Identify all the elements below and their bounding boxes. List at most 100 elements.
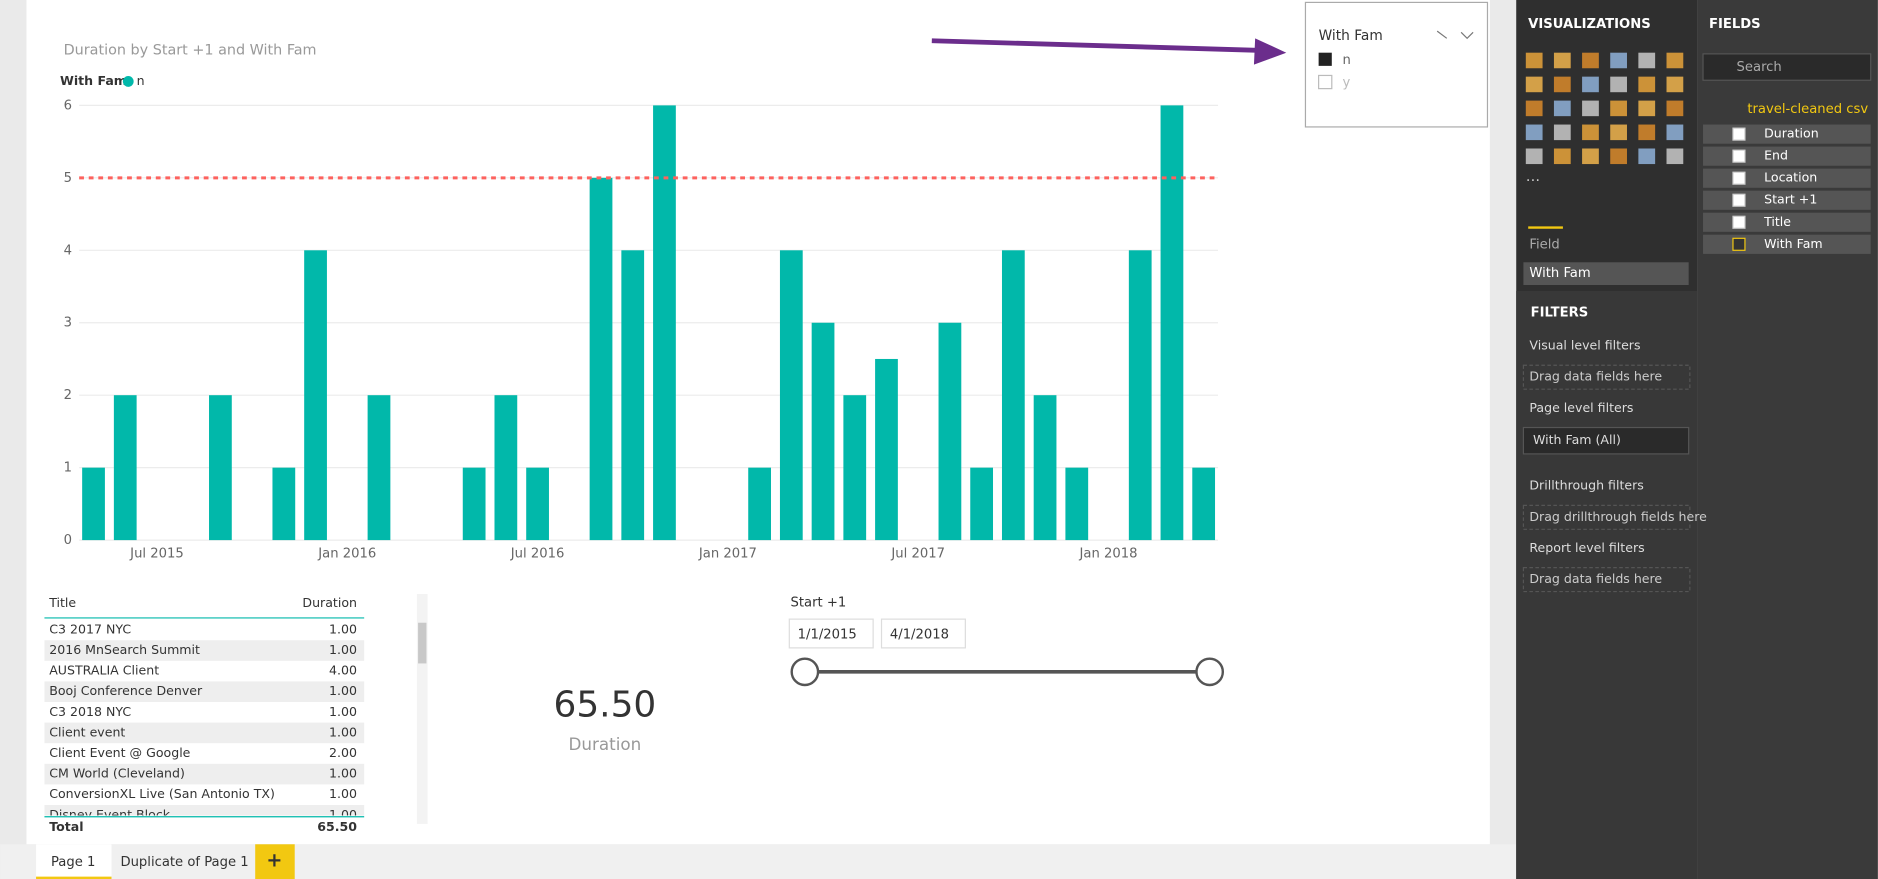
scroll-thumb[interactable] (418, 622, 427, 664)
search-box[interactable] (1702, 53, 1872, 81)
range-handle[interactable] (790, 657, 820, 687)
cell: Disney Event Block (49, 807, 171, 822)
field-well[interactable] (1523, 262, 1689, 286)
fields-pane (1697, 0, 1878, 879)
viz-icon[interactable] (1582, 100, 1599, 117)
field-name[interactable]: Duration (1764, 126, 1819, 141)
scrollbar[interactable] (416, 593, 428, 824)
add-tab-label[interactable]: + (266, 849, 282, 872)
bar (875, 358, 898, 541)
y-tick-label: 0 (64, 533, 72, 548)
tab[interactable] (36, 844, 112, 879)
viz-icon[interactable] (1525, 52, 1543, 69)
viz-icon[interactable] (1638, 148, 1656, 165)
viz-icon[interactable] (1525, 76, 1543, 93)
cell: 1.00 (329, 704, 357, 719)
filter-text: Drillthrough filters (1529, 478, 1643, 493)
field-checkbox[interactable] (1732, 171, 1746, 185)
arrow (931, 38, 1258, 53)
viz-icon[interactable] (1582, 52, 1599, 69)
viz-icon[interactable] (1666, 76, 1684, 93)
bar (748, 467, 771, 541)
filters-pane (1516, 291, 1698, 879)
field-checkbox[interactable] (1732, 149, 1746, 163)
slicer-item[interactable]: n (1343, 53, 1351, 68)
card-value: 65.50 (553, 685, 656, 726)
viz-icon[interactable] (1553, 100, 1571, 117)
viz-icon[interactable] (1610, 148, 1627, 165)
viz-icon[interactable] (1638, 124, 1656, 141)
viz-icon[interactable] (1610, 76, 1627, 93)
bar (779, 250, 803, 541)
pane-title: FIELDS (1709, 17, 1761, 32)
viz-icon[interactable] (1582, 148, 1599, 165)
filter-text[interactable]: With Fam (All) (1533, 432, 1621, 447)
field-checkbox[interactable] (1732, 193, 1746, 207)
viz-icon[interactable] (1553, 148, 1571, 165)
tab-label[interactable]: Page 1 (51, 855, 95, 870)
viz-icon[interactable] (1638, 76, 1656, 93)
bar (843, 395, 867, 541)
viz-icon[interactable] (1666, 124, 1684, 141)
bar (1065, 467, 1089, 541)
cell: CM World (Cleveland) (49, 766, 185, 781)
viz-icon[interactable] (1666, 100, 1684, 117)
viz-icon[interactable] (1638, 52, 1656, 69)
field-checkbox[interactable] (1732, 127, 1746, 141)
bar (589, 177, 613, 541)
slicer-check[interactable] (1318, 52, 1332, 66)
field-name[interactable]: Title (1763, 214, 1791, 229)
viz-icon[interactable] (1638, 100, 1656, 117)
viz-icon[interactable] (1666, 52, 1684, 69)
field-checkbox[interactable] (1732, 237, 1746, 251)
range-handle[interactable] (1195, 657, 1225, 687)
viz-icon[interactable] (1525, 100, 1543, 117)
field-name[interactable]: Start +1 (1764, 192, 1817, 207)
filter-text[interactable]: Drag data fields here (1529, 369, 1662, 384)
viz-icon[interactable] (1525, 124, 1543, 141)
y-tick-label: 5 (64, 171, 72, 186)
cell: 2016 MnSearch Summit (49, 642, 200, 657)
add-tab[interactable] (255, 844, 295, 879)
viz-icon[interactable] (1610, 52, 1627, 69)
tab-label[interactable]: Duplicate of Page 1 (120, 855, 248, 870)
slicer-icons[interactable] (1436, 30, 1474, 40)
slicer-frame[interactable] (1304, 1, 1489, 128)
viz-icon[interactable] (1553, 52, 1571, 69)
slicer-check[interactable] (1318, 74, 1333, 90)
date-end[interactable]: 4/1/2018 (890, 628, 949, 643)
viz-icon[interactable] (1553, 76, 1571, 93)
bar (1001, 250, 1025, 541)
viz-icon[interactable] (1553, 124, 1571, 141)
field-name[interactable]: With Fam (1764, 236, 1823, 251)
drop-zone (1522, 567, 1691, 593)
date-slicer-title: Start +1 (791, 595, 847, 610)
field-name[interactable]: Location (1764, 170, 1817, 185)
date-start[interactable]: 1/1/2015 (798, 628, 857, 643)
viz-icon[interactable] (1610, 124, 1627, 141)
viz-icon[interactable] (1582, 76, 1599, 93)
field-name[interactable]: End (1764, 148, 1788, 163)
viz-icon[interactable] (1610, 100, 1627, 117)
table-name[interactable]: travel-cleaned csv (1747, 102, 1868, 117)
date-input[interactable] (788, 618, 874, 649)
viz-icon[interactable] (1582, 124, 1599, 141)
viz-icon[interactable] (1525, 148, 1543, 165)
cell: C3 2017 NYC (49, 621, 131, 636)
filter-text[interactable]: Drag data fields here (1529, 571, 1662, 586)
x-tick-label: Jul 2016 (510, 546, 565, 561)
filter-text[interactable]: Drag drillthrough fields here (1529, 509, 1707, 524)
x-tick-label: Jan 2017 (698, 546, 757, 561)
viz-icon[interactable] (1666, 148, 1684, 165)
bar (1128, 250, 1152, 541)
search-placeholder[interactable]: Search (1737, 60, 1782, 75)
field-well-value[interactable]: With Fam (1529, 266, 1590, 281)
bar (113, 395, 137, 541)
date-input[interactable] (880, 618, 966, 649)
bar (494, 395, 518, 541)
card-label: Duration (569, 734, 642, 754)
field-checkbox[interactable] (1732, 215, 1746, 229)
filter-pill[interactable] (1522, 426, 1690, 455)
slicer-item[interactable]: y (1343, 76, 1351, 91)
cell: 2.00 (329, 745, 357, 760)
